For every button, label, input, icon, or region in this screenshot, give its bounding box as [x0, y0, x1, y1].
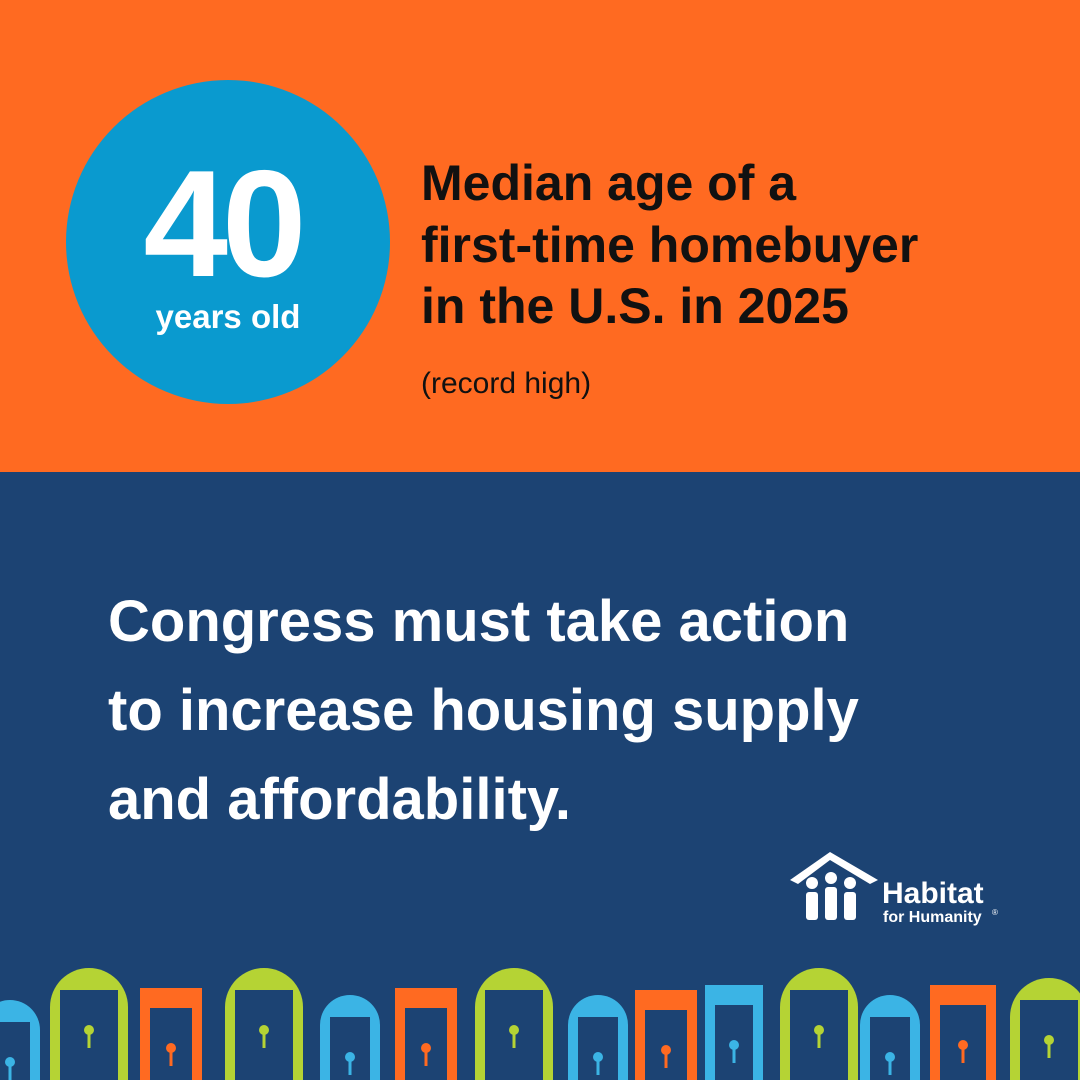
door-shape [885, 1052, 895, 1062]
door-shape [593, 1052, 603, 1062]
door-shape [424, 1052, 428, 1066]
badge-number: 40 [143, 139, 301, 309]
badge-unit: years old [156, 298, 301, 335]
door-shape [345, 1052, 355, 1062]
door-row [0, 968, 1080, 1080]
door-shape [259, 1025, 269, 1035]
headline-line: first-time homebuyer [421, 217, 918, 273]
logo-figures [806, 872, 856, 920]
message-line: to increase housing supply [108, 678, 859, 743]
message-line: Congress must take action [108, 589, 849, 654]
headline-line: Median age of a [421, 155, 797, 211]
door-shape [84, 1025, 94, 1035]
logo-tagline: for Humanity [883, 909, 982, 926]
door-shape [729, 1040, 739, 1050]
headline-line: in the U.S. in 2025 [421, 278, 849, 334]
door-shape [509, 1025, 519, 1035]
badge-circle [66, 80, 390, 404]
door-shape [0, 1022, 30, 1080]
door-shape [661, 1045, 671, 1055]
headline-note: (record high) [421, 367, 591, 400]
door-shape [87, 1034, 91, 1048]
door-shape [512, 1034, 516, 1048]
door-shape [888, 1061, 892, 1075]
door-shape [166, 1043, 176, 1053]
door-shape [8, 1066, 12, 1080]
door-shape [596, 1061, 600, 1075]
logo-mark: ® [992, 908, 998, 917]
door-shape [817, 1034, 821, 1048]
door-shape [5, 1057, 15, 1067]
message-line: and affordability. [108, 767, 571, 832]
logo: Habitat for Humanity ® [790, 852, 998, 926]
door-shape [814, 1025, 824, 1035]
door-shape [1044, 1035, 1054, 1045]
door-shape [961, 1049, 965, 1063]
door-shape [664, 1054, 668, 1068]
door-shape [732, 1049, 736, 1063]
logo-roof [790, 852, 878, 884]
door-shape [958, 1040, 968, 1050]
logo-name: Habitat [882, 877, 984, 910]
door-shape [169, 1052, 173, 1066]
door-shape [421, 1043, 431, 1053]
door-shape [1047, 1044, 1051, 1058]
door-shape [348, 1061, 352, 1075]
door-shape [262, 1034, 266, 1048]
